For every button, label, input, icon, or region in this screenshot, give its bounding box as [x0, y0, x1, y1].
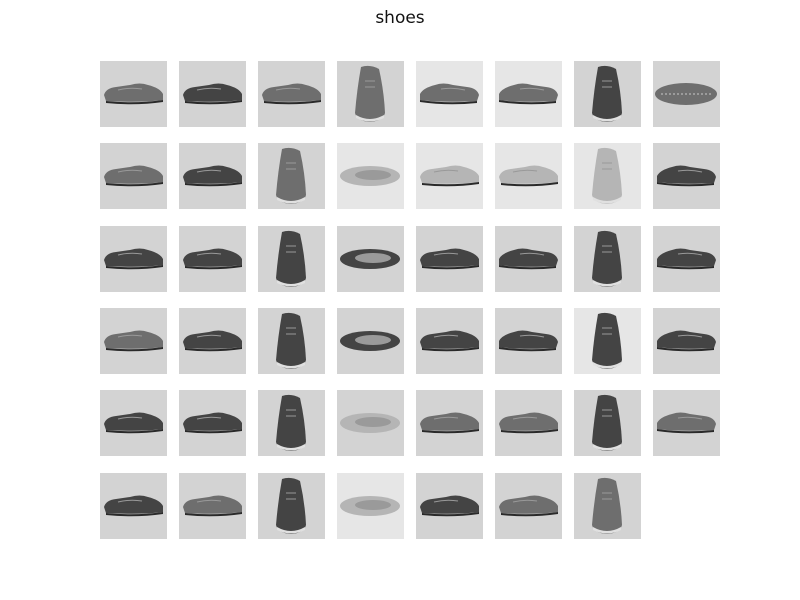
shoe-photo [276, 230, 306, 287]
shoe-image [258, 61, 325, 127]
shoe-photo [657, 412, 716, 434]
shoe-image [653, 390, 720, 456]
shoe-image [179, 61, 246, 127]
shoe-photo [592, 477, 622, 534]
shoe-image [100, 143, 167, 209]
shoe-photo [183, 83, 242, 105]
shoe-photo [420, 412, 479, 434]
shoe-image [100, 61, 167, 127]
shoe-photo [183, 165, 242, 187]
shoe-image [179, 143, 246, 209]
shoe-image [495, 473, 562, 539]
shoe-image [179, 390, 246, 456]
shoe-image [574, 143, 641, 209]
shoe-image [100, 473, 167, 539]
shoe-photo [276, 312, 306, 369]
shoe-photo [276, 394, 306, 451]
shoe-image [258, 226, 325, 292]
shoe-photo [276, 477, 306, 534]
shoe-image [416, 61, 483, 127]
shoe-photo [592, 147, 622, 204]
shoe-image [495, 61, 562, 127]
shoe-image [179, 226, 246, 292]
shoe-photo [592, 394, 622, 451]
shoe-photo [420, 248, 479, 270]
shoe-photo [104, 248, 163, 270]
shoe-image [337, 61, 404, 127]
shoe-photo [183, 248, 242, 270]
shoe-photo [183, 495, 242, 517]
shoe-image [100, 226, 167, 292]
shoe-photo [657, 248, 716, 270]
shoe-image [258, 390, 325, 456]
shoe-image [653, 226, 720, 292]
shoe-image [100, 308, 167, 374]
shoe-photo [420, 495, 479, 517]
shoe-image [653, 308, 720, 374]
shoe-photo [420, 330, 479, 352]
shoe-image [179, 308, 246, 374]
shoe-image [258, 473, 325, 539]
shoe-image [416, 308, 483, 374]
shoe-photo [340, 496, 400, 516]
shoe-image [574, 61, 641, 127]
shoe-photo [340, 249, 400, 269]
shoe-photo [183, 412, 242, 434]
shoe-image [495, 143, 562, 209]
shoe-image [574, 308, 641, 374]
shoe-image [653, 61, 720, 127]
shoe-photo [592, 230, 622, 287]
shoe-image [100, 390, 167, 456]
shoe-photo [592, 65, 622, 122]
shoe-photo [499, 495, 558, 517]
shoe-photo [104, 330, 163, 352]
shoe-image [258, 143, 325, 209]
shoe-image [574, 473, 641, 539]
shoe-image [416, 143, 483, 209]
shoe-photo [657, 330, 716, 352]
shoe-image [337, 308, 404, 374]
shoe-photo [655, 83, 717, 105]
shoe-photo [420, 83, 479, 105]
shoe-photo [340, 413, 400, 433]
shoe-photo [276, 147, 306, 204]
shoe-photo [183, 330, 242, 352]
shoe-photo [657, 165, 716, 187]
shoe-photo [104, 165, 163, 187]
shoe-image [416, 390, 483, 456]
shoe-image [416, 226, 483, 292]
shoe-photo [499, 330, 558, 352]
shoe-image [653, 143, 720, 209]
shoe-image [495, 226, 562, 292]
shoe-photo [420, 165, 479, 187]
shoe-photo [592, 312, 622, 369]
shoe-photo [355, 65, 385, 122]
shoe-photo [104, 83, 163, 105]
shoe-photo [340, 166, 400, 186]
shoe-photo [104, 495, 163, 517]
shoe-photo [104, 412, 163, 434]
shoe-image [337, 226, 404, 292]
shoe-photo [499, 412, 558, 434]
shoe-photo [499, 248, 558, 270]
figure-title: shoes [375, 8, 425, 28]
shoe-image [337, 143, 404, 209]
shoe-image [574, 390, 641, 456]
shoe-photo [340, 331, 400, 351]
shoe-photo [499, 83, 558, 105]
shoe-image [495, 390, 562, 456]
shoe-image [337, 390, 404, 456]
shoe-image [416, 473, 483, 539]
shoe-photo [262, 83, 321, 105]
shoe-image [574, 226, 641, 292]
shoe-image [337, 473, 404, 539]
shoe-photo [499, 165, 558, 187]
shoe-image [179, 473, 246, 539]
shoe-image [495, 308, 562, 374]
shoe-image [258, 308, 325, 374]
